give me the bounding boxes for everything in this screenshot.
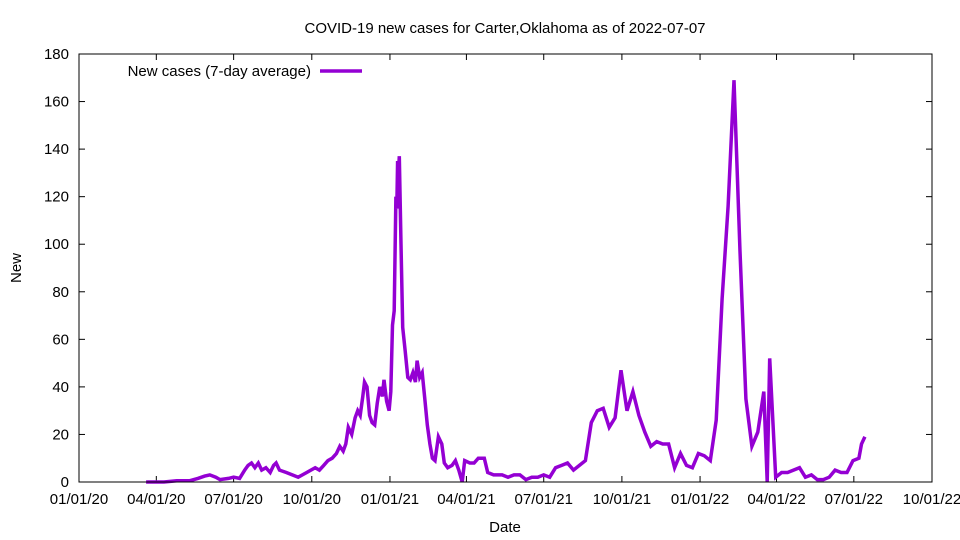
x-tick-label: 10/01/21 <box>593 491 651 508</box>
x-tick-label: 01/01/20 <box>50 491 108 508</box>
y-tick-label: 40 <box>52 379 69 396</box>
x-tick-label: 10/01/20 <box>283 491 341 508</box>
plot-frame <box>78 53 933 483</box>
x-tick-label: 04/01/22 <box>747 491 805 508</box>
x-tick-label: 01/01/21 <box>361 491 419 508</box>
axis-ticks: 0 20 40 60 80 100 120 140 160 180 01/01/20 04/01/20… <box>44 46 960 508</box>
series-line <box>146 80 867 484</box>
y-tick-label: 140 <box>44 141 69 158</box>
y-tick-label: 120 <box>44 189 69 206</box>
y-tick-label: 80 <box>52 284 69 301</box>
y-tick-label: 100 <box>44 236 69 253</box>
x-tick-label: 07/01/20 <box>204 491 262 508</box>
legend-label: New cases (7-day average) <box>128 63 311 80</box>
x-axis-label: Date <box>489 519 521 536</box>
legend: New cases (7-day average) <box>128 63 362 80</box>
y-tick-label: 0 <box>61 474 69 491</box>
x-tick-label: 01/01/22 <box>671 491 729 508</box>
chart-title: COVID-19 new cases for Carter,Oklahoma a… <box>304 20 705 37</box>
x-tick-label: 10/01/22 <box>903 491 960 508</box>
y-tick-label: 20 <box>52 426 69 443</box>
y-tick-label: 180 <box>44 46 69 63</box>
x-tick-label: 07/01/22 <box>825 491 883 508</box>
x-tick-label: 07/01/21 <box>515 491 573 508</box>
x-tick-label: 04/01/21 <box>437 491 495 508</box>
plot-area <box>146 80 867 484</box>
y-tick-label: 160 <box>44 94 69 111</box>
x-tick-label: 04/01/20 <box>127 491 185 508</box>
y-axis-label: New <box>8 253 25 283</box>
y-tick-label: 60 <box>52 331 69 348</box>
